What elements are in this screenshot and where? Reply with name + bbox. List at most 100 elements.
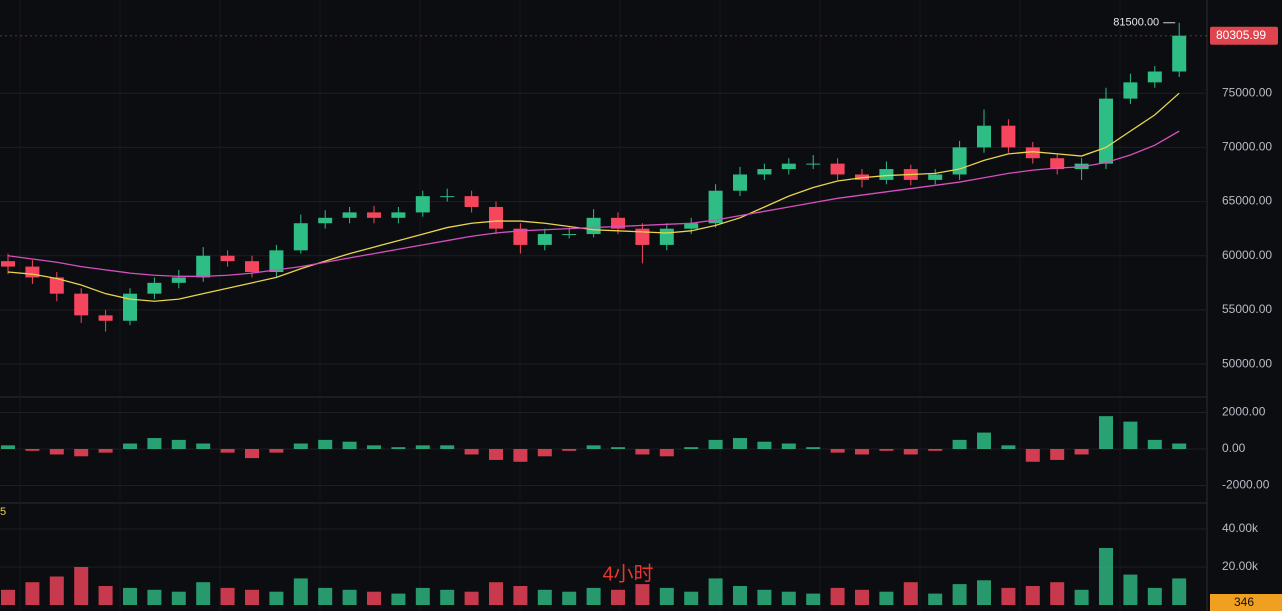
candle-body [708, 190, 723, 224]
volume-bar [757, 589, 772, 605]
candle-body [830, 163, 845, 175]
macd-bar [342, 441, 357, 449]
candle-body [342, 212, 357, 218]
volume-bar [1, 589, 15, 605]
volume-bar [733, 586, 747, 605]
volume-bar [489, 582, 503, 605]
candle-body [1001, 125, 1016, 148]
volume-legend: 5 [0, 506, 6, 518]
volume-bar [903, 582, 918, 605]
macd-bar [147, 438, 162, 449]
candle-body [1147, 71, 1162, 83]
candle-body [74, 293, 89, 316]
volume-bar [513, 586, 528, 605]
volume-bar [781, 591, 796, 605]
volume-bar [562, 591, 577, 605]
macd-bar [562, 448, 577, 451]
volume-bar [171, 591, 186, 605]
candle-body [391, 212, 406, 218]
macd-bar [952, 439, 967, 449]
macd-bar [391, 447, 406, 449]
candle-body [879, 169, 894, 180]
candle-body [49, 277, 64, 294]
volume-bar [367, 591, 381, 605]
volume-bar [342, 589, 357, 605]
y-tick-label: 2000.00 [1222, 405, 1266, 419]
macd-bar [220, 448, 235, 453]
volume-bar [635, 584, 650, 605]
macd-bar [855, 448, 869, 455]
macd-bar [537, 448, 552, 457]
high-marker-label: 81500.00 [1113, 17, 1159, 29]
candle-body [220, 255, 235, 262]
y-tick-label: -2000.00 [1222, 478, 1270, 492]
macd-bar [318, 439, 333, 449]
macd-bar [757, 441, 772, 449]
volume-bar [928, 593, 943, 605]
macd-bar [1147, 439, 1162, 449]
macd-bar [74, 448, 89, 457]
volume-bar [1123, 574, 1138, 605]
macd-bar [440, 445, 455, 449]
candle-body [611, 217, 625, 229]
volume-bar [586, 587, 601, 605]
candle-body [1, 261, 15, 267]
volume-bar [196, 582, 211, 605]
y-tick-label: 60000.00 [1222, 248, 1272, 262]
moving-average-line [7, 92, 1180, 302]
candle-body [318, 217, 333, 224]
macd-bar [586, 445, 601, 449]
volume-bar [245, 589, 259, 605]
macd-bar [830, 448, 845, 453]
volume-bar [1001, 587, 1016, 605]
volume-bar [147, 589, 162, 605]
macd-bar [1074, 448, 1089, 455]
macd-bar [1172, 443, 1187, 449]
macd-bar [635, 448, 650, 455]
y-tick-label: 40.00k [1222, 521, 1259, 535]
candle-body [733, 174, 747, 191]
macd-bar [928, 448, 943, 451]
candle-body [537, 234, 552, 245]
candle-body [659, 228, 674, 245]
y-tick-label: 70000.00 [1222, 140, 1272, 154]
macd-bar [123, 443, 137, 449]
candle-body [196, 255, 211, 278]
macd-bar [367, 445, 381, 449]
volume-bar [464, 591, 479, 605]
y-tick-label: 50000.00 [1222, 356, 1272, 370]
macd-bar [196, 443, 211, 449]
macd-bar [171, 439, 186, 449]
volume-bar [830, 587, 845, 605]
y-tick-label: 55000.00 [1222, 302, 1272, 316]
volume-bar [123, 587, 137, 605]
macd-bar [659, 448, 674, 457]
candle-body [147, 282, 162, 294]
y-tick-label: 0.00 [1222, 441, 1246, 455]
volume-bar [952, 584, 967, 605]
volume-tag [1210, 594, 1282, 611]
candle-body [586, 217, 601, 235]
macd-bar [1099, 416, 1113, 449]
candle-body [123, 293, 137, 321]
y-tick-label: 65000.00 [1222, 194, 1272, 208]
macd-bar [1, 445, 15, 449]
volume-bar [1025, 586, 1040, 605]
candle-body [781, 163, 796, 170]
volume-bar [879, 591, 894, 605]
y-tick-label: 75000.00 [1222, 85, 1272, 99]
volume-bar [1074, 589, 1089, 605]
volume-bar [537, 589, 552, 605]
candle-body [367, 212, 381, 218]
candle-body [513, 228, 528, 245]
volume-bar [98, 586, 113, 605]
macd-bar [806, 447, 821, 449]
candle-body [1099, 98, 1113, 164]
volume-bar [977, 580, 991, 605]
interval-label: 4小时 [602, 562, 653, 585]
volume-bar [220, 587, 235, 605]
y-tick-label: 20.00k [1222, 559, 1259, 573]
volume-bar [440, 589, 455, 605]
